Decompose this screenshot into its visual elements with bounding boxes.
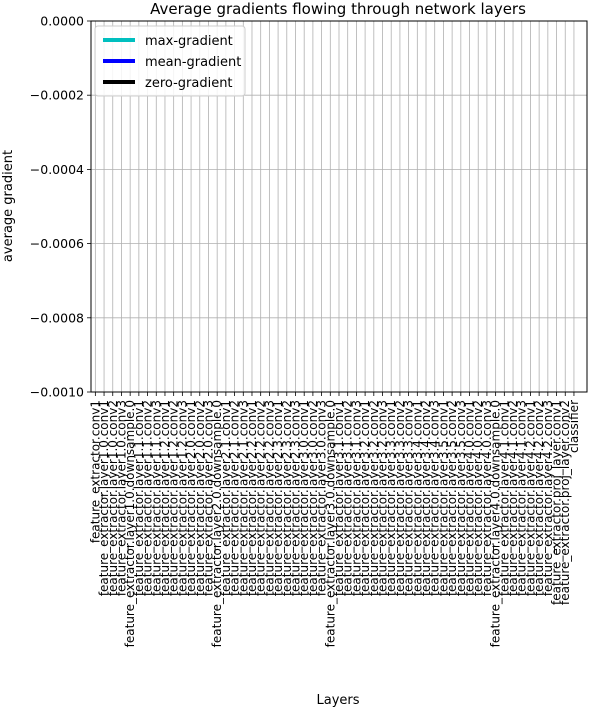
x-tick-label: feature_extractor.layer3.1.conv2 bbox=[341, 400, 355, 596]
x-tick-label: feature_extractor.layer2.1.conv3 bbox=[236, 400, 250, 596]
x-tick-label: feature_extractor.layer3.2.conv1 bbox=[358, 400, 372, 596]
x-axis-label: Layers bbox=[316, 693, 359, 708]
x-tick-label: feature_extractor.layer3.5.conv2 bbox=[445, 400, 459, 596]
x-tick-label: feature_extractor.layer1.0.conv1 bbox=[97, 400, 111, 596]
x-tick-label: feature_extractor.layer1.2.conv2 bbox=[167, 400, 181, 596]
x-tick-label: feature_extractor.layer3.4.conv3 bbox=[428, 400, 442, 596]
x-tick-label: feature_extractor.layer4.0.conv1 bbox=[463, 400, 477, 596]
x-tick-label: feature_extractor.layer2.3.conv2 bbox=[280, 400, 294, 596]
x-tick-label: classifier bbox=[567, 400, 581, 453]
x-tick-label: feature_extractor.layer4.2.conv1 bbox=[523, 400, 537, 596]
x-tick-label: feature_extractor.layer4.1.conv1 bbox=[497, 400, 511, 596]
y-axis-ticks: 0.0000 −0.0002 −0.0004 −0.0006 −0.0008 −0.001… bbox=[30, 14, 91, 400]
x-tick-label: feature_extractor.layer1.1.conv1 bbox=[132, 400, 146, 596]
x-tick-label: feature_extractor.layer2.0.downsample.0 bbox=[210, 400, 224, 647]
x-tick-label: feature_extractor.layer1.1.conv3 bbox=[149, 400, 163, 596]
x-tick-label: feature_extractor.proj_layer.conv2 bbox=[558, 400, 572, 605]
chart-title: Average gradients flowing through networ… bbox=[150, 0, 526, 18]
y-tick-label: −0.0002 bbox=[30, 88, 84, 103]
x-tick-label: feature_extractor.layer1.0.conv2 bbox=[106, 400, 120, 596]
x-tick-label: feature_extractor.layer2.1.conv2 bbox=[228, 400, 242, 596]
y-tick-label: 0.0000 bbox=[40, 14, 84, 29]
x-tick-label: feature_extractor.layer4.0.conv2 bbox=[471, 400, 485, 596]
x-tick-label: feature_extractor.layer3.3.conv2 bbox=[393, 400, 407, 596]
x-tick-label: feature_extractor.layer3.0.conv3 bbox=[315, 400, 329, 596]
x-tick-label: feature_extractor.layer3.1.conv3 bbox=[349, 400, 363, 596]
x-tick-label: feature_extractor.layer1.2.conv3 bbox=[175, 400, 189, 596]
x-tick-label: feature_extractor.layer3.0.conv1 bbox=[297, 400, 311, 596]
legend-label: max-gradient bbox=[145, 34, 233, 49]
x-tick-label: feature_extractor.layer4.1.conv2 bbox=[506, 400, 520, 596]
y-axis-label: average gradient bbox=[1, 150, 16, 262]
x-tick-label: feature_extractor.layer2.0.conv3 bbox=[201, 400, 215, 596]
x-tick-label: feature_extractor.layer2.0.conv2 bbox=[193, 400, 207, 596]
x-tick-label: feature_extractor.proj_layer.conv1 bbox=[550, 400, 564, 605]
x-tick-label: feature_extractor.layer2.3.conv1 bbox=[271, 400, 285, 596]
x-tick-label: feature_extractor.layer2.2.conv3 bbox=[262, 400, 276, 596]
x-tick-label: feature_extractor.layer3.4.conv1 bbox=[410, 400, 424, 596]
x-tick-label: feature_extractor.layer4.0.conv3 bbox=[480, 400, 494, 596]
y-tick-label: −0.0008 bbox=[30, 310, 84, 325]
x-tick-label: feature_extractor.layer1.0.conv3 bbox=[114, 400, 128, 596]
x-axis-ticks: feature_extractor.conv1feature_extractor… bbox=[88, 392, 581, 647]
x-tick-label: feature_extractor.layer2.3.conv3 bbox=[288, 400, 302, 596]
x-tick-label: feature_extractor.layer3.4.conv2 bbox=[419, 400, 433, 596]
legend-label: mean-gradient bbox=[145, 55, 241, 70]
x-tick-label: feature_extractor.layer1.1.conv2 bbox=[141, 400, 155, 596]
x-tick-label: feature_extractor.layer4.2.conv2 bbox=[532, 400, 546, 596]
x-tick-label: feature_extractor.layer2.2.conv2 bbox=[254, 400, 268, 596]
legend-label: zero-gradient bbox=[145, 76, 233, 91]
legend: max-gradient mean-gradient zero-gradient bbox=[94, 25, 246, 97]
x-tick-label: feature_extractor.layer2.2.conv1 bbox=[245, 400, 259, 596]
x-tick-label: feature_extractor.layer3.1.conv1 bbox=[332, 400, 346, 596]
x-tick-label: feature_extractor.layer2.1.conv1 bbox=[219, 400, 233, 596]
y-tick-label: −0.0004 bbox=[30, 162, 84, 177]
x-tick-label: feature_extractor.layer3.5.conv1 bbox=[436, 400, 450, 596]
x-tick-label: feature_extractor.layer3.2.conv2 bbox=[367, 400, 381, 596]
x-tick-label: feature_extractor.layer3.0.conv2 bbox=[306, 400, 320, 596]
x-tick-label: feature_extractor.layer4.1.conv3 bbox=[515, 400, 529, 596]
x-tick-label: feature_extractor.conv1 bbox=[88, 400, 102, 543]
x-tick-label: feature_extractor.layer1.0.downsample.0 bbox=[123, 400, 137, 647]
x-tick-label: feature_extractor.layer4.2.conv3 bbox=[541, 400, 555, 596]
x-tick-label: feature_extractor.layer1.2.conv1 bbox=[158, 400, 172, 596]
x-tick-label: feature_extractor.layer3.5.conv3 bbox=[454, 400, 468, 596]
y-tick-label: −0.0010 bbox=[30, 385, 84, 400]
x-tick-label: feature_extractor.layer4.0.downsample.0 bbox=[489, 400, 503, 647]
x-tick-label: feature_extractor.layer2.0.conv1 bbox=[184, 400, 198, 596]
x-tick-label: feature_extractor.layer3.0.downsample.0 bbox=[323, 400, 337, 647]
legend-box bbox=[94, 25, 246, 97]
x-tick-label: feature_extractor.layer3.3.conv3 bbox=[402, 400, 416, 596]
y-tick-label: −0.0006 bbox=[30, 236, 84, 251]
x-tick-label: feature_extractor.layer3.3.conv1 bbox=[384, 400, 398, 596]
x-tick-label: feature_extractor.layer3.2.conv3 bbox=[376, 400, 390, 596]
